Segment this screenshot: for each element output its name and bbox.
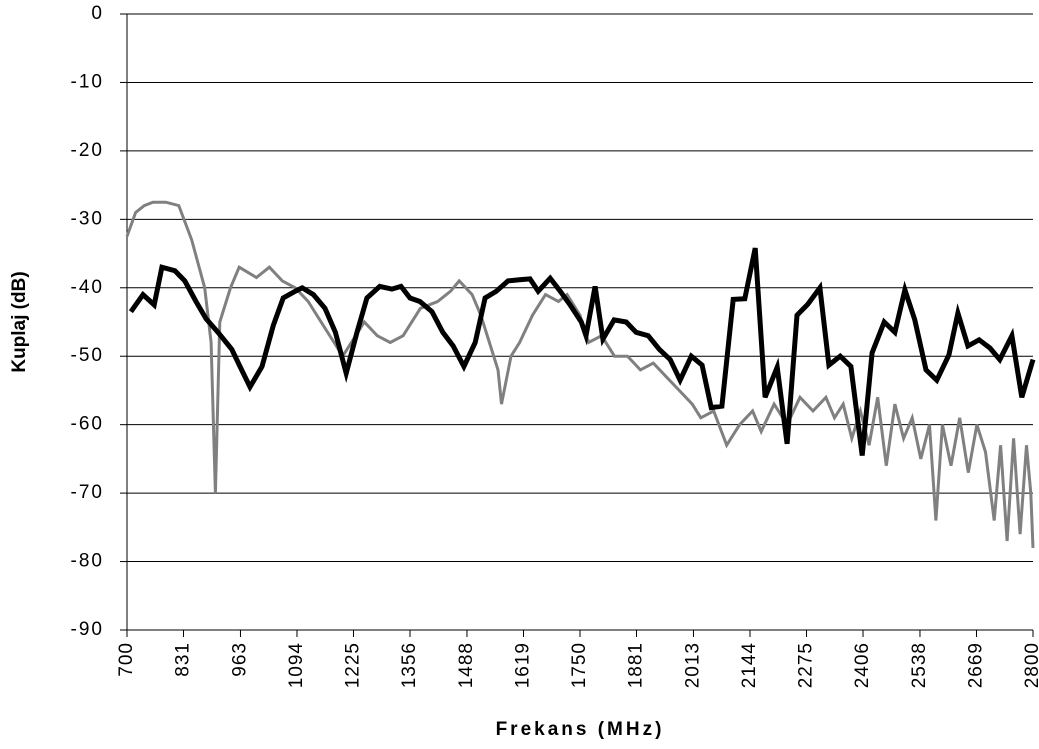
x-tick-label: 1881	[626, 642, 647, 688]
x-tick-label: 2406	[852, 642, 873, 688]
x-tick-label: 1356	[399, 642, 420, 688]
x-tick-label: 1094	[286, 642, 307, 688]
x-tick-label: 2013	[682, 642, 703, 688]
x-tick-label: 2144	[739, 642, 760, 688]
x-tick-label: 1488	[456, 642, 477, 688]
y-tick-label: 0	[91, 3, 104, 24]
x-tick-label: 700	[116, 642, 137, 677]
y-tick-label: -60	[71, 414, 104, 435]
y-tick-label: -40	[71, 277, 104, 298]
series-line	[128, 247, 1036, 456]
x-tick-label: 2800	[1022, 642, 1039, 688]
y-tick-label: -90	[71, 619, 104, 640]
x-tick-label: 1750	[569, 642, 590, 688]
x-tick-label: 831	[173, 642, 194, 677]
series-line	[125, 200, 1035, 548]
x-tick-label: 2275	[796, 642, 817, 688]
y-axis-title: Kuplaj (dB)	[9, 271, 30, 372]
x-tick-label: 2538	[909, 642, 930, 688]
x-tick-label: 2669	[965, 642, 986, 688]
y-tick-label: -70	[71, 482, 104, 503]
x-tick-label: 963	[229, 642, 250, 677]
x-axis-title: Frekans (MHz)	[496, 719, 665, 740]
y-tick-label: -20	[71, 140, 104, 161]
x-tick-label: 1225	[343, 642, 364, 688]
y-tick-label: -50	[71, 345, 104, 366]
y-tick-label: -30	[71, 208, 104, 229]
x-tick-label: 1619	[512, 642, 533, 688]
y-tick-label: -80	[71, 551, 104, 572]
y-tick-label: -10	[71, 71, 104, 92]
